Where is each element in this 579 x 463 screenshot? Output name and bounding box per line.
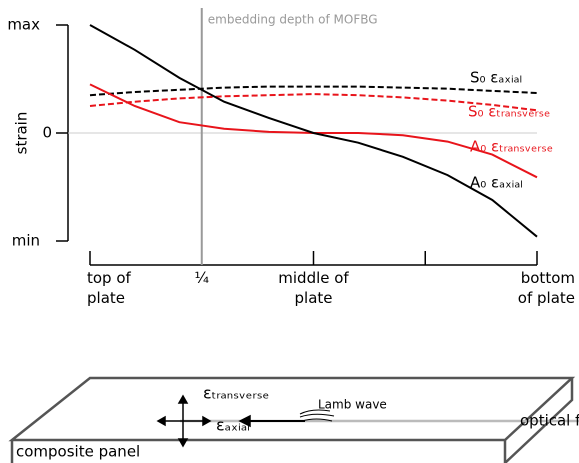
x-tick-label: bottom of plate: [503, 268, 575, 308]
series-label: A₀ εₜᵣₐₙₛᵥₑᵣₛₑ: [470, 138, 553, 156]
series-line: [90, 25, 537, 237]
y-tick-label: min: [12, 232, 40, 250]
figure: strain composite panel Lamb wave optical…: [0, 0, 579, 463]
series-line: [90, 87, 537, 96]
series-label: S₀ εₐₓᵢₐₗ: [470, 69, 522, 87]
annotation-label: embedding depth of MOFBG: [208, 13, 378, 27]
wave-label: Lamb wave: [318, 398, 387, 412]
fibre-label: optical fibre: [520, 412, 579, 430]
axial-label: εₐₓᵢₐₗ: [216, 416, 250, 435]
y-tick-label: max: [7, 16, 40, 34]
series-line: [90, 84, 537, 177]
transverse-label: εₜᵣₐₙₛᵥₑᵣₛₑ: [203, 384, 269, 403]
x-tick-label: middle of plate: [278, 268, 350, 308]
series-label: A₀ εₐₓᵢₐₗ: [470, 174, 523, 192]
panel-label: composite panel: [16, 443, 140, 461]
x-tick-label: ¼: [166, 268, 238, 288]
chart: strain composite panel Lamb wave optical…: [0, 0, 579, 463]
y-axis-label: strain: [13, 112, 31, 155]
series-label: S₀ εₜᵣₐₙₛᵥₑᵣₛₑ: [468, 103, 550, 121]
x-tick-label: top of plate: [87, 268, 159, 308]
y-tick-label: 0: [42, 124, 52, 142]
